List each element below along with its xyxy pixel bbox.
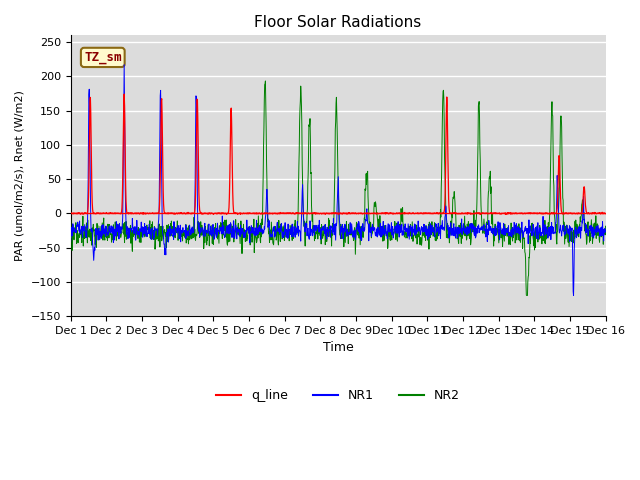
Legend: q_line, NR1, NR2: q_line, NR1, NR2	[211, 384, 465, 407]
Title: Floor Solar Radiations: Floor Solar Radiations	[255, 15, 422, 30]
X-axis label: Time: Time	[323, 341, 353, 354]
Text: TZ_sm: TZ_sm	[84, 51, 122, 64]
Y-axis label: PAR (umol/m2/s), Rnet (W/m2): PAR (umol/m2/s), Rnet (W/m2)	[15, 90, 25, 261]
